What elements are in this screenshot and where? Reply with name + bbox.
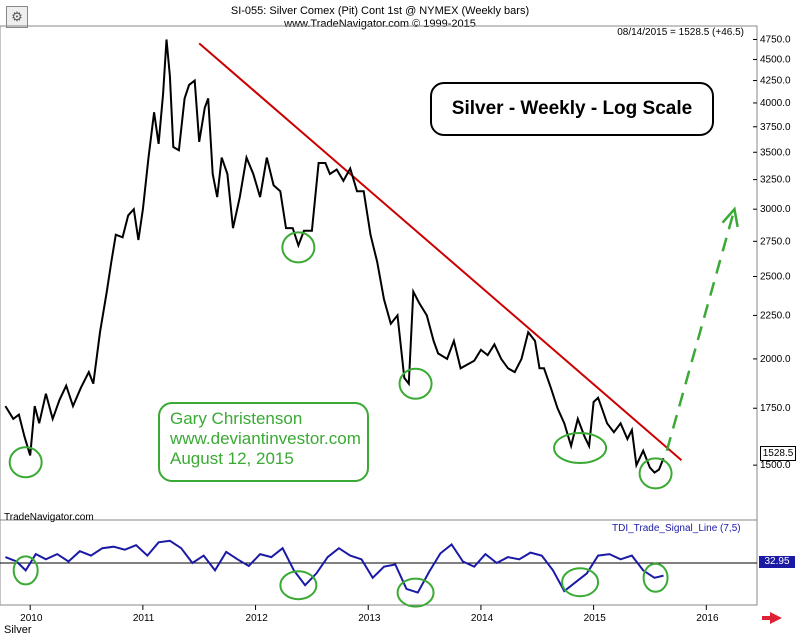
y-tick-label: 4500.0 — [760, 54, 791, 65]
x-tick-label: 2011 — [133, 613, 155, 624]
x-tick-label: 2010 — [20, 613, 43, 624]
price-low-circle — [553, 431, 608, 464]
x-tick-label: 2016 — [696, 613, 719, 624]
credit-author: Gary Christenson — [170, 409, 303, 428]
indicator-value-box: 32.95 — [759, 556, 795, 568]
author-credit-box: Gary Christenson www.deviantinvestor.com… — [158, 402, 369, 482]
y-tick-label: 1750.0 — [760, 403, 791, 414]
x-tick-label: 2013 — [358, 613, 381, 624]
source-watermark: TradeNavigator.com — [4, 512, 94, 523]
trendline — [198, 42, 683, 462]
time-x-axis: 2010 2011 2012 2013 2014 2015 2016 — [20, 605, 719, 624]
y-tick-label: 4250.0 — [760, 76, 791, 87]
y-tick-label: 2500.0 — [760, 272, 791, 283]
indicator-low-circle — [12, 555, 39, 586]
credit-date: August 12, 2015 — [170, 449, 294, 468]
y-tick-label: 2000.0 — [760, 354, 791, 365]
chart-header-copyright: www.TradeNavigator.com © 1999-2015 — [284, 18, 476, 30]
price-readout: 08/14/2015 = 1528.5 (+46.5) — [617, 27, 744, 38]
y-tick-label: 3500.0 — [760, 147, 791, 158]
last-price-box: 1528.5 — [760, 446, 796, 461]
y-tick-label: 3250.0 — [760, 175, 791, 186]
credit-website: www.deviantinvestor.com — [170, 429, 361, 448]
chart-title-box: Silver - Weekly - Log Scale — [430, 82, 714, 136]
ticker-label: Silver — [4, 624, 32, 636]
x-tick-label: 2012 — [246, 613, 269, 624]
scroll-right-stem — [762, 616, 772, 620]
y-tick-label: 3750.0 — [760, 122, 791, 133]
price-low-circle — [638, 457, 673, 490]
price-low-circle — [398, 367, 433, 400]
y-tick-label: 3000.0 — [760, 204, 791, 215]
tdi-signal-line — [5, 539, 664, 594]
y-tick-label: 4750.0 — [760, 34, 791, 45]
y-tick-label: 2750.0 — [760, 236, 791, 247]
chart-header-title: SI-055: Silver Comex (Pit) Cont 1st @ NY… — [230, 5, 530, 17]
y-tick-label: 4000.0 — [760, 98, 791, 109]
price-y-axis: 1500.0 1750.0 2000.0 2250.0 2500.0 2750.0 3000… — [753, 34, 791, 471]
indicator-low-circle — [279, 570, 318, 601]
indicator-low-circles — [12, 555, 669, 608]
indicator-low-circle — [561, 567, 600, 598]
indicator-low-circle — [642, 562, 669, 593]
projection-arrowhead — [721, 206, 739, 228]
x-tick-label: 2015 — [584, 613, 607, 624]
y-tick-label: 1500.0 — [760, 460, 791, 471]
price-low-circle — [281, 231, 316, 264]
scroll-right-arrow-icon[interactable] — [770, 612, 782, 624]
projection-arrow-line — [665, 208, 736, 452]
y-tick-label: 2250.0 — [760, 310, 791, 321]
indicator-low-circle — [396, 577, 435, 608]
price-low-circle — [8, 446, 43, 479]
silver-price-line — [4, 39, 665, 474]
settings-gear-icon[interactable]: ⚙ — [6, 6, 28, 28]
price-low-circles — [8, 231, 673, 490]
indicator-title: TDI_Trade_Signal_Line (7,5) — [612, 523, 741, 534]
x-tick-label: 2014 — [471, 613, 494, 624]
